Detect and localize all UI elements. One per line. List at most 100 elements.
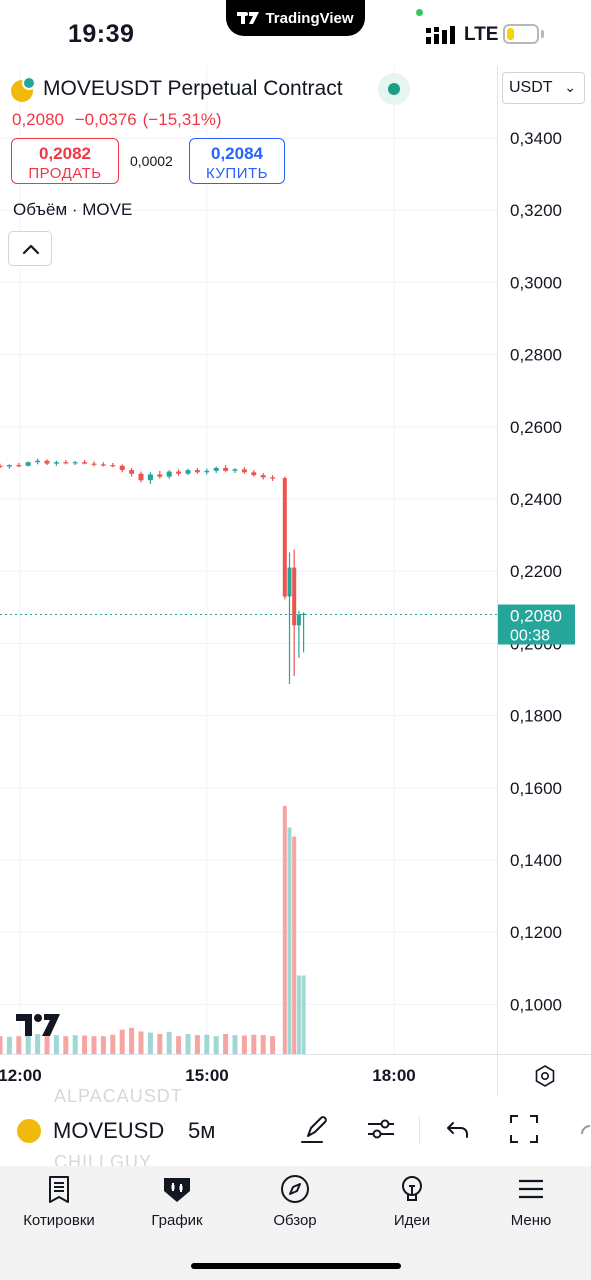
volume-bar — [82, 1035, 88, 1054]
sell-label: ПРОДАТЬ — [28, 165, 102, 182]
time-tick-label: 12:00 — [0, 1066, 42, 1085]
exchange-badge — [22, 76, 36, 90]
volume-bar — [53, 1035, 59, 1054]
volume-indicator-label[interactable]: Объём · MOVE — [13, 200, 133, 219]
candle-body — [270, 477, 276, 479]
symbol-search-button[interactable]: MOVEUSDT — [53, 1118, 165, 1143]
volume-bar — [72, 1035, 78, 1054]
ideas-icon — [402, 1176, 422, 1201]
volume-bar — [260, 1035, 266, 1054]
volume-bar — [0, 1036, 3, 1054]
volume-bar — [292, 836, 297, 1054]
price-tick-label: 0,1200 — [510, 923, 562, 942]
collapse-legend-button[interactable] — [8, 231, 52, 266]
network-label: LTE — [464, 24, 499, 45]
currency-value: USDT — [509, 79, 553, 96]
current-price-tag: 0,2080 00:38 — [498, 604, 575, 645]
candle-body — [251, 472, 257, 476]
volume-bar — [287, 827, 292, 1054]
volume-bar — [204, 1034, 210, 1054]
candle-body — [147, 474, 153, 481]
candles — [0, 458, 306, 684]
candle-body — [287, 567, 292, 597]
spread-value: 0,0002 — [130, 153, 173, 169]
fullscreen-icon[interactable] — [508, 1113, 540, 1145]
volume-bar — [119, 1029, 125, 1054]
interval-button[interactable]: 5м — [188, 1118, 216, 1143]
time-tick-label: 18:00 — [372, 1066, 415, 1085]
buy-button[interactable]: 0,2084 КУПИТЬ — [189, 138, 285, 184]
volume-bar — [138, 1031, 144, 1054]
candle-body — [292, 567, 297, 626]
price-axis: 0,3400 0,3200 0,3000 0,2800 0,2600 0,2400 0,22… — [510, 129, 562, 1014]
candle-body — [91, 463, 97, 465]
volume-bar — [301, 975, 306, 1054]
volume-bar — [110, 1034, 116, 1054]
candle-body — [63, 462, 69, 464]
volume-bar — [147, 1032, 153, 1054]
volume-bar — [296, 975, 301, 1054]
volume-bar — [63, 1036, 69, 1054]
volume-bars — [0, 805, 306, 1054]
nav-menu[interactable]: Меню — [481, 1174, 581, 1229]
candle-body — [53, 462, 59, 464]
price-tag-value: 0,2080 — [510, 607, 562, 626]
home-indicator — [191, 1263, 401, 1269]
symbol-title[interactable]: MOVEUSDT Perpetual Contract — [43, 77, 343, 100]
chart-settings-icon[interactable] — [533, 1064, 557, 1088]
volume-bar — [100, 1036, 106, 1054]
candle-body — [82, 462, 88, 464]
price-tick-label: 0,3000 — [510, 273, 562, 292]
candle-body — [110, 465, 116, 467]
price-tick-label: 0,1000 — [510, 995, 562, 1014]
chart-icon — [164, 1178, 190, 1202]
quote-line: 0,2080 −0,0376 (−15,31%) — [12, 110, 228, 130]
nav-menu-label: Меню — [510, 1212, 552, 1229]
undo-icon[interactable] — [443, 1113, 475, 1145]
status-time: 19:39 — [68, 20, 135, 48]
candle-body — [185, 470, 191, 474]
price-tag-bg — [498, 604, 575, 645]
compass-icon — [281, 1175, 309, 1203]
indicators-icon[interactable] — [365, 1113, 397, 1145]
nav-chart[interactable]: График — [127, 1174, 227, 1229]
candle-body — [0, 465, 3, 467]
candle-body — [157, 474, 163, 477]
volume-bar — [194, 1035, 200, 1054]
buy-label: КУПИТЬ — [205, 165, 268, 182]
price-tick-label: 0,1600 — [510, 779, 562, 798]
volume-bar — [241, 1035, 247, 1054]
volume-bar — [16, 1036, 22, 1054]
volume-bar — [251, 1034, 257, 1054]
currency-select[interactable]: USDT ⌄ — [502, 72, 585, 104]
candle-body — [25, 462, 31, 466]
candle-body — [204, 470, 210, 473]
chart-toolbar — [0, 1096, 591, 1166]
toolbar-symbol-logo — [17, 1119, 41, 1143]
more-tools-icon[interactable] — [578, 1122, 591, 1142]
watchlist-icon — [49, 1176, 69, 1203]
sell-price: 0,2082 — [39, 144, 91, 163]
candle-body — [232, 469, 238, 471]
nav-ideas-label: Идеи — [393, 1212, 431, 1229]
market-status-indicator[interactable] — [378, 73, 410, 105]
nav-overview[interactable]: Обзор — [245, 1174, 345, 1229]
volume-bar — [91, 1036, 97, 1054]
price-tick-label: 0,2400 — [510, 490, 562, 509]
nav-watchlist[interactable]: Котировки — [9, 1174, 109, 1229]
volume-bar — [129, 1027, 135, 1054]
nav-watchlist-label: Котировки — [23, 1212, 95, 1229]
sell-button[interactable]: 0,2082 ПРОДАТЬ — [11, 138, 119, 184]
chart-grid — [0, 66, 497, 1054]
time-axis: 12:00 15:00 18:00 — [0, 1066, 416, 1085]
ghost-symbol: ALPACAUSDT — [54, 1086, 183, 1106]
price-tick-label: 0,2800 — [510, 346, 562, 365]
price-chart[interactable]: 0,3400 0,3200 0,3000 0,2800 0,2600 0,2400 0,22… — [0, 66, 591, 1096]
candle-body — [176, 471, 182, 474]
price-tick-label: 0,1400 — [510, 851, 562, 870]
price-tick-label: 0,3200 — [510, 201, 562, 220]
nav-ideas[interactable]: Идеи — [362, 1174, 462, 1229]
drawing-tools-icon[interactable] — [299, 1113, 331, 1145]
buy-price: 0,2084 — [211, 144, 263, 163]
candle-body — [194, 470, 200, 473]
